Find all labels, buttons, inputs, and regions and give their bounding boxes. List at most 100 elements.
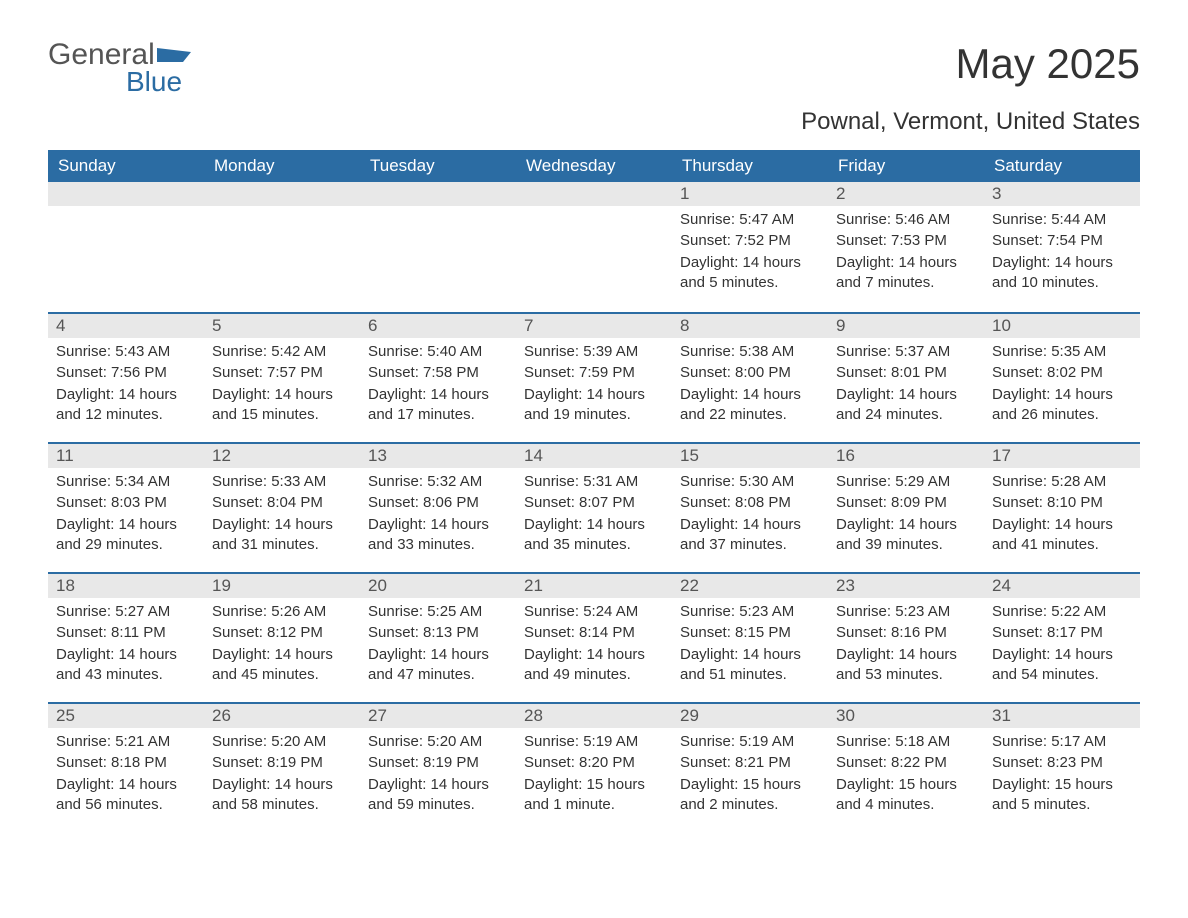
day-number: 5 [204,314,360,338]
sunrise-line: Sunrise: 5:33 AM [212,472,352,492]
day-number: 10 [984,314,1140,338]
daylight-line: Daylight: 14 hours and 54 minutes. [992,645,1132,686]
calendar-day: 4Sunrise: 5:43 AMSunset: 7:56 PMDaylight… [48,314,204,440]
sunset-line: Sunset: 7:59 PM [524,363,664,383]
daylight-line: Daylight: 14 hours and 29 minutes. [56,515,196,556]
sunset-line: Sunset: 8:16 PM [836,623,976,643]
sunrise-line: Sunrise: 5:20 AM [368,732,508,752]
day-number [48,182,204,206]
day-number: 17 [984,444,1140,468]
sunrise-line: Sunrise: 5:20 AM [212,732,352,752]
day-content: Sunrise: 5:30 AMSunset: 8:08 PMDaylight:… [672,468,828,564]
sunset-line: Sunset: 7:57 PM [212,363,352,383]
daylight-line: Daylight: 14 hours and 47 minutes. [368,645,508,686]
calendar-day [360,182,516,310]
calendar-day: 24Sunrise: 5:22 AMSunset: 8:17 PMDayligh… [984,574,1140,700]
day-content: Sunrise: 5:28 AMSunset: 8:10 PMDaylight:… [984,468,1140,564]
sunset-line: Sunset: 8:02 PM [992,363,1132,383]
sunset-line: Sunset: 8:17 PM [992,623,1132,643]
day-number: 29 [672,704,828,728]
day-number [204,182,360,206]
day-number: 15 [672,444,828,468]
calendar-day: 1Sunrise: 5:47 AMSunset: 7:52 PMDaylight… [672,182,828,310]
location-text: Pownal, Vermont, United States [48,108,1140,136]
day-content: Sunrise: 5:21 AMSunset: 8:18 PMDaylight:… [48,728,204,824]
sunset-line: Sunset: 8:03 PM [56,493,196,513]
day-number: 14 [516,444,672,468]
sunrise-line: Sunrise: 5:37 AM [836,342,976,362]
day-number: 16 [828,444,984,468]
sunset-line: Sunset: 7:58 PM [368,363,508,383]
day-content: Sunrise: 5:37 AMSunset: 8:01 PMDaylight:… [828,338,984,434]
day-header: Saturday [984,150,1140,182]
daylight-line: Daylight: 15 hours and 5 minutes. [992,775,1132,816]
daylight-line: Daylight: 14 hours and 51 minutes. [680,645,820,686]
day-number: 9 [828,314,984,338]
calendar-day: 20Sunrise: 5:25 AMSunset: 8:13 PMDayligh… [360,574,516,700]
calendar-day: 28Sunrise: 5:19 AMSunset: 8:20 PMDayligh… [516,704,672,830]
sunset-line: Sunset: 8:12 PM [212,623,352,643]
sunrise-line: Sunrise: 5:29 AM [836,472,976,492]
header: General Blue May 2025 [48,40,1140,98]
day-content: Sunrise: 5:38 AMSunset: 8:00 PMDaylight:… [672,338,828,434]
calendar-day: 29Sunrise: 5:19 AMSunset: 8:21 PMDayligh… [672,704,828,830]
sunset-line: Sunset: 8:04 PM [212,493,352,513]
day-header: Wednesday [516,150,672,182]
calendar-day: 25Sunrise: 5:21 AMSunset: 8:18 PMDayligh… [48,704,204,830]
daylight-line: Daylight: 14 hours and 39 minutes. [836,515,976,556]
calendar-week: 1Sunrise: 5:47 AMSunset: 7:52 PMDaylight… [48,182,1140,310]
sunset-line: Sunset: 7:52 PM [680,231,820,251]
sunset-line: Sunset: 8:15 PM [680,623,820,643]
sunset-line: Sunset: 8:00 PM [680,363,820,383]
day-number: 18 [48,574,204,598]
daylight-line: Daylight: 14 hours and 58 minutes. [212,775,352,816]
sunset-line: Sunset: 8:01 PM [836,363,976,383]
calendar-day: 31Sunrise: 5:17 AMSunset: 8:23 PMDayligh… [984,704,1140,830]
page-title: May 2025 [956,40,1140,88]
calendar-day: 2Sunrise: 5:46 AMSunset: 7:53 PMDaylight… [828,182,984,310]
calendar-day: 18Sunrise: 5:27 AMSunset: 8:11 PMDayligh… [48,574,204,700]
sunrise-line: Sunrise: 5:38 AM [680,342,820,362]
day-number: 21 [516,574,672,598]
daylight-line: Daylight: 14 hours and 45 minutes. [212,645,352,686]
calendar-day: 19Sunrise: 5:26 AMSunset: 8:12 PMDayligh… [204,574,360,700]
sunset-line: Sunset: 8:19 PM [368,753,508,773]
daylight-line: Daylight: 14 hours and 26 minutes. [992,385,1132,426]
day-number: 13 [360,444,516,468]
day-content: Sunrise: 5:29 AMSunset: 8:09 PMDaylight:… [828,468,984,564]
day-number: 7 [516,314,672,338]
sunrise-line: Sunrise: 5:21 AM [56,732,196,752]
sunset-line: Sunset: 8:09 PM [836,493,976,513]
daylight-line: Daylight: 15 hours and 2 minutes. [680,775,820,816]
daylight-line: Daylight: 14 hours and 10 minutes. [992,253,1132,294]
calendar-day: 12Sunrise: 5:33 AMSunset: 8:04 PMDayligh… [204,444,360,570]
calendar-day: 9Sunrise: 5:37 AMSunset: 8:01 PMDaylight… [828,314,984,440]
daylight-line: Daylight: 14 hours and 41 minutes. [992,515,1132,556]
day-number: 27 [360,704,516,728]
sunset-line: Sunset: 8:08 PM [680,493,820,513]
sunrise-line: Sunrise: 5:28 AM [992,472,1132,492]
sunrise-line: Sunrise: 5:24 AM [524,602,664,622]
sunset-line: Sunset: 8:14 PM [524,623,664,643]
day-content: Sunrise: 5:18 AMSunset: 8:22 PMDaylight:… [828,728,984,824]
day-content: Sunrise: 5:23 AMSunset: 8:15 PMDaylight:… [672,598,828,694]
calendar-day: 8Sunrise: 5:38 AMSunset: 8:00 PMDaylight… [672,314,828,440]
sunset-line: Sunset: 7:56 PM [56,363,196,383]
daylight-line: Daylight: 14 hours and 31 minutes. [212,515,352,556]
daylight-line: Daylight: 14 hours and 53 minutes. [836,645,976,686]
calendar-day [516,182,672,310]
day-content: Sunrise: 5:40 AMSunset: 7:58 PMDaylight:… [360,338,516,434]
sunset-line: Sunset: 8:23 PM [992,753,1132,773]
calendar-day: 21Sunrise: 5:24 AMSunset: 8:14 PMDayligh… [516,574,672,700]
day-content: Sunrise: 5:25 AMSunset: 8:13 PMDaylight:… [360,598,516,694]
sunrise-line: Sunrise: 5:23 AM [680,602,820,622]
day-content: Sunrise: 5:31 AMSunset: 8:07 PMDaylight:… [516,468,672,564]
daylight-line: Daylight: 14 hours and 5 minutes. [680,253,820,294]
calendar-day: 5Sunrise: 5:42 AMSunset: 7:57 PMDaylight… [204,314,360,440]
day-number: 11 [48,444,204,468]
day-content: Sunrise: 5:39 AMSunset: 7:59 PMDaylight:… [516,338,672,434]
sunrise-line: Sunrise: 5:40 AM [368,342,508,362]
daylight-line: Daylight: 14 hours and 15 minutes. [212,385,352,426]
calendar-day: 17Sunrise: 5:28 AMSunset: 8:10 PMDayligh… [984,444,1140,570]
day-number: 2 [828,182,984,206]
